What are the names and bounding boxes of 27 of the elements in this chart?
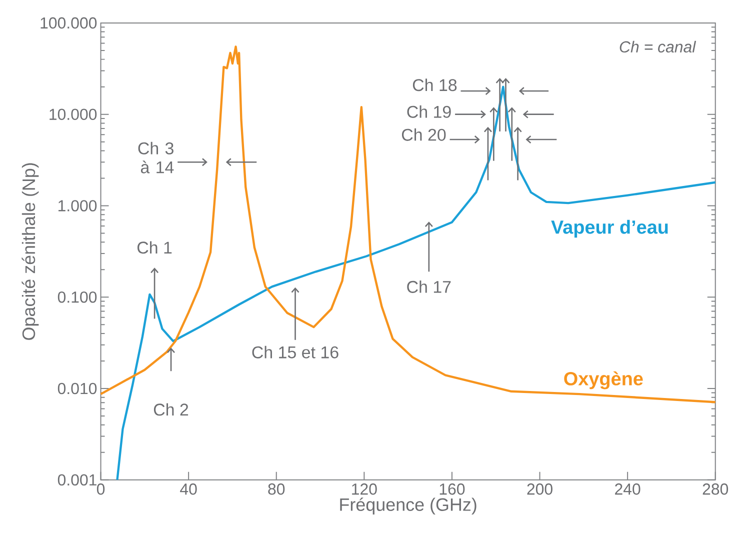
y-tick-label: 0.010 bbox=[58, 382, 97, 394]
y-tick-label: 0.001 bbox=[58, 474, 96, 486]
x-tick-label: 280 bbox=[702, 484, 728, 495]
series-label: Oxygène bbox=[564, 371, 643, 390]
y-tick-label: 100.000 bbox=[40, 17, 97, 29]
series-label: Vapeur d’eau bbox=[551, 220, 668, 238]
x-tick-label: 120 bbox=[352, 484, 377, 495]
annotation: Ch 15 et 16 bbox=[252, 346, 338, 358]
x-tick-label: 40 bbox=[180, 484, 197, 495]
y-tick-label: 1.000 bbox=[58, 200, 97, 212]
annotation: Ch 18 bbox=[412, 78, 457, 92]
y-tick-label: 10.000 bbox=[50, 108, 97, 120]
annotation: Ch 3 à 14 bbox=[138, 142, 174, 174]
x-tick-label: 160 bbox=[440, 484, 465, 495]
y-axis-title: Opacité zénithale (Np) bbox=[22, 163, 39, 340]
x-tick-label: 80 bbox=[268, 484, 285, 495]
annotation: Ch = canal bbox=[620, 40, 696, 53]
annotation: Ch 20 bbox=[402, 128, 446, 141]
annotation: Ch 1 bbox=[137, 241, 172, 254]
annotation: Ch 2 bbox=[154, 403, 188, 416]
x-tick-label: 240 bbox=[615, 484, 640, 495]
x-tick-label: 200 bbox=[527, 484, 552, 495]
y-tick-label: 0.100 bbox=[58, 292, 97, 303]
annotation: Ch 19 bbox=[407, 106, 451, 118]
annotation: Ch 17 bbox=[407, 280, 451, 294]
x-tick-label: 0 bbox=[96, 484, 105, 495]
x-axis-title: Fréquence (GHz) bbox=[340, 498, 476, 515]
